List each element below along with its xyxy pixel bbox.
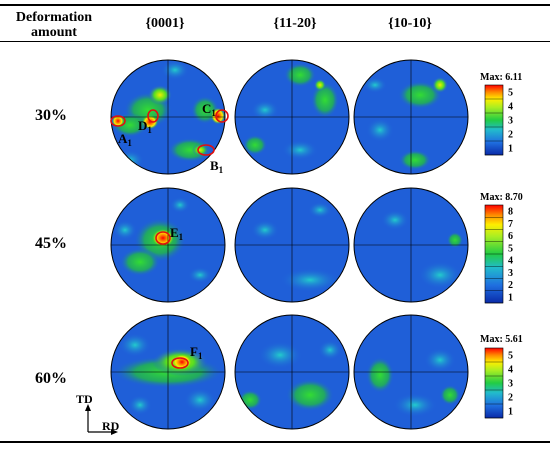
pole-figure-45-10-10: [354, 188, 468, 302]
label-c1: C1: [202, 101, 216, 118]
colorbar-tick-label: 3: [508, 116, 513, 127]
colorbar-tick-label: 8: [508, 207, 513, 218]
label-e1: E1: [170, 225, 184, 242]
bottom-rule: [0, 441, 550, 443]
colorbar-tick-label: 3: [508, 268, 513, 279]
colorbar-tick-label: 3: [508, 379, 513, 390]
max-45: Max: 8.70: [480, 192, 523, 203]
label-d1: D1: [138, 118, 152, 135]
row-label-30: 30%: [35, 107, 67, 124]
colorbar-60: [484, 347, 504, 419]
label-a1: A1: [118, 131, 132, 148]
header-col0-line1: Deformation: [15, 10, 93, 25]
max-60: Max: 5.61: [480, 334, 523, 345]
pole-figure-60-11-20: [235, 315, 349, 429]
pole-figure-45-0001: [111, 188, 225, 302]
row-label-45: 45%: [35, 235, 67, 252]
colorbar-tick-label: 4: [508, 365, 513, 376]
colorbar-30: [484, 84, 504, 156]
label-b1: B1: [210, 158, 224, 175]
colorbar-tick-label: 1: [508, 292, 513, 303]
row-label-60: 60%: [35, 370, 67, 387]
header-deformation-amount: Deformation amount: [4, 10, 104, 40]
header-10-10: {10-10}: [388, 16, 432, 31]
pole-figure-30-10-10: [354, 60, 468, 174]
marker-a1: [110, 115, 126, 127]
colorbar-tick-label: 2: [508, 130, 513, 141]
annotation-markers: [110, 109, 229, 369]
header-rule: [0, 41, 550, 42]
marker-e1: [155, 231, 171, 245]
marker-d1: [147, 109, 159, 123]
colorbar-tick-label: 7: [508, 219, 513, 230]
top-rule: [0, 4, 550, 6]
header-0001: {0001}: [145, 16, 185, 31]
colorbar-tick-label: 2: [508, 280, 513, 291]
marker-b1: [197, 144, 215, 156]
colorbar-tick-label: 5: [508, 351, 513, 362]
colorbar-tick-label: 1: [508, 144, 513, 155]
pole-figure-crosshairs: [111, 60, 468, 429]
td-label: TD: [76, 392, 93, 406]
rd-label: RD: [102, 419, 120, 433]
colorbar-tick-label: 4: [508, 102, 513, 113]
max-30: Max: 6.11: [480, 72, 522, 83]
colorbar-tick-label: 4: [508, 256, 513, 267]
colorbar-tick-label: 5: [508, 88, 513, 99]
colorbar-tick-label: 5: [508, 243, 513, 254]
header-11-20: {11-20}: [273, 16, 317, 31]
colorbar-tick-label: 6: [508, 231, 513, 242]
marker-c1: [215, 109, 229, 123]
colorbar-tick-label: 1: [508, 407, 513, 418]
header-col0-line2: amount: [31, 25, 77, 40]
marker-f1: [171, 357, 189, 369]
label-f1: F1: [190, 344, 203, 361]
colorbar-tick-label: 2: [508, 393, 513, 404]
